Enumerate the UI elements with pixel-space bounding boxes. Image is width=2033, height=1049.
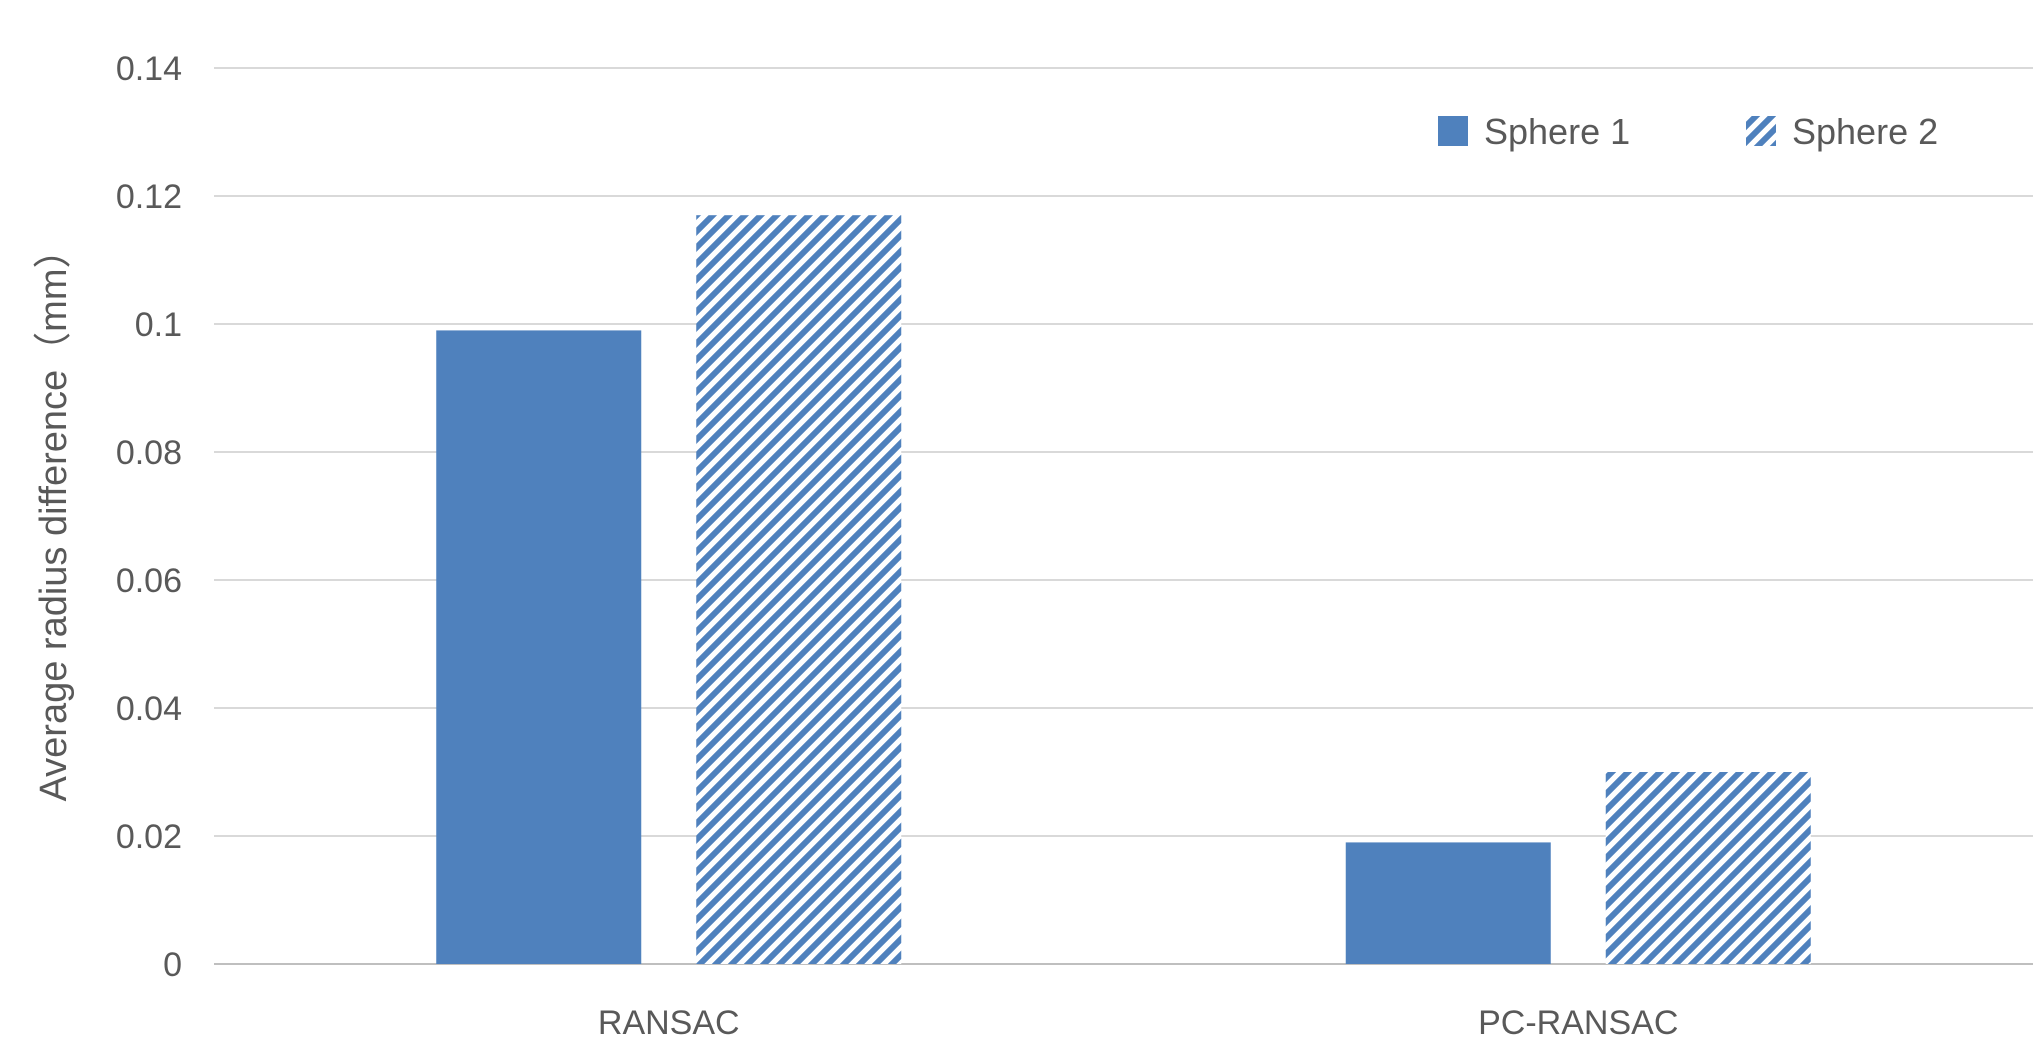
legend: Sphere 1 Sphere 2 <box>1438 111 1938 152</box>
x-tick-label: PC-RANSAC <box>1478 1004 1678 1042</box>
legend-swatch-sphere-2 <box>1746 116 1776 146</box>
y-tick-label: 0.08 <box>116 434 182 472</box>
y-tick-label: 0.04 <box>116 690 182 728</box>
legend-label-sphere-2: Sphere 2 <box>1792 111 1938 152</box>
y-tick-label: 0.02 <box>116 818 182 856</box>
y-tick-label: 0.14 <box>116 50 182 88</box>
legend-swatch-sphere-1 <box>1438 116 1468 146</box>
bar-sphere-1-pc-ransac <box>1345 842 1551 964</box>
y-tick-label: 0 <box>163 946 182 984</box>
y-axis-ticks: 0 0.02 0.04 0.06 0.08 0.1 0.12 0.14 <box>116 50 182 984</box>
bar-sphere-1-ransac <box>436 330 642 964</box>
legend-label-sphere-1: Sphere 1 <box>1484 111 1630 152</box>
bar-sphere-2-pc-ransac <box>1605 772 1811 964</box>
bars <box>436 215 1811 964</box>
y-axis-title: Average radius difference（mm） <box>33 231 75 802</box>
y-tick-label: 0.06 <box>116 562 182 600</box>
x-tick-label: RANSAC <box>598 1004 740 1042</box>
x-axis-ticks: RANSAC PC-RANSAC <box>598 1004 1678 1042</box>
bar-sphere-2-ransac <box>696 215 902 964</box>
y-tick-label: 0.12 <box>116 178 182 216</box>
y-tick-label: 0.1 <box>135 306 182 344</box>
